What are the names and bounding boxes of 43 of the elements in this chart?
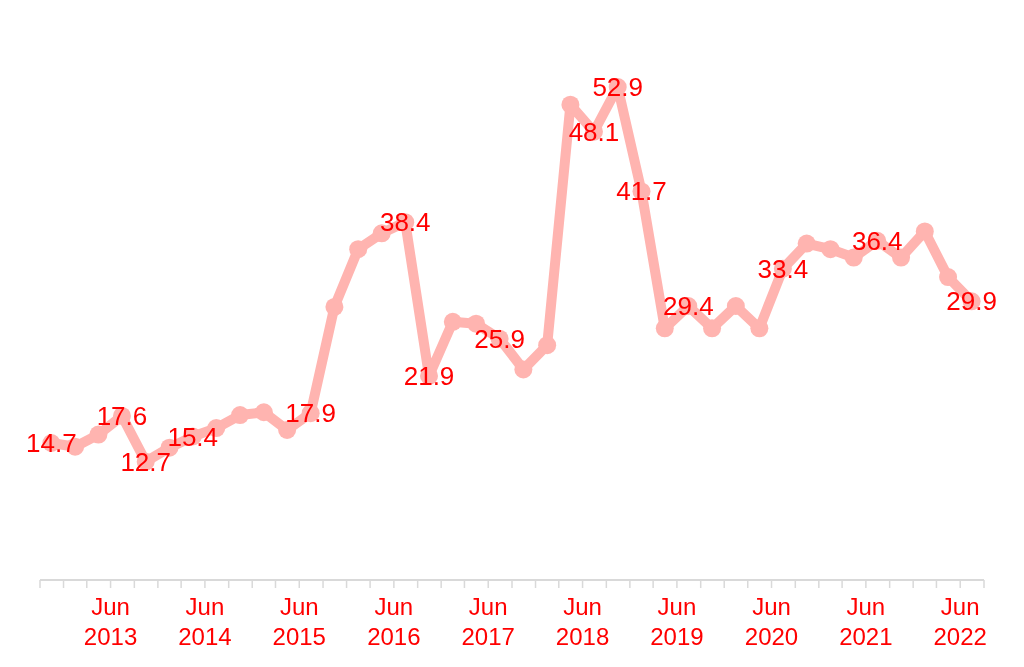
x-tick-label: Jun 2019 <box>650 593 704 650</box>
point <box>915 222 934 241</box>
point <box>349 240 368 259</box>
x-tick-label: Jun 2022 <box>933 593 987 650</box>
point <box>254 403 273 422</box>
data-label: 29.9 <box>946 286 997 317</box>
point <box>844 248 863 267</box>
data-label: 17.6 <box>96 401 148 432</box>
data-label: 25.9 <box>474 323 525 354</box>
x-tick-label: Jun 2020 <box>744 593 799 650</box>
point <box>892 248 911 267</box>
point <box>325 297 344 316</box>
point <box>561 95 580 114</box>
data-label: 17.9 <box>285 398 336 429</box>
point <box>538 336 557 355</box>
point <box>797 234 816 253</box>
point <box>703 319 722 338</box>
x-tick-label: Jun 2016 <box>367 593 421 650</box>
point <box>89 425 108 444</box>
point <box>514 360 533 379</box>
point <box>939 268 958 287</box>
point <box>726 297 745 316</box>
data-label: 38.4 <box>379 207 431 238</box>
point <box>231 406 250 425</box>
x-tick-label: Jun 2021 <box>839 593 893 650</box>
point <box>750 319 769 338</box>
point <box>821 240 840 259</box>
x-tick-label: Jun 2014 <box>178 593 232 650</box>
data-label: 29.4 <box>662 291 714 322</box>
data-label: 36.4 <box>851 225 903 256</box>
point <box>655 319 674 338</box>
x-tick-label: Jun 2015 <box>272 593 326 650</box>
x-tick-label: Jun 2013 <box>83 593 138 650</box>
point <box>278 420 297 439</box>
x-tick-label: Jun 2017 <box>461 593 515 650</box>
data-label: 21.9 <box>403 361 455 391</box>
data-label: 48.1 <box>568 116 620 147</box>
point <box>443 312 462 331</box>
data-label: 14.7 <box>26 428 77 459</box>
x-tick-label: Jun 2018 <box>555 593 610 650</box>
data-label: 52.9 <box>592 72 644 103</box>
data-label: 41.7 <box>616 176 667 207</box>
data-label: 33.4 <box>757 253 809 284</box>
